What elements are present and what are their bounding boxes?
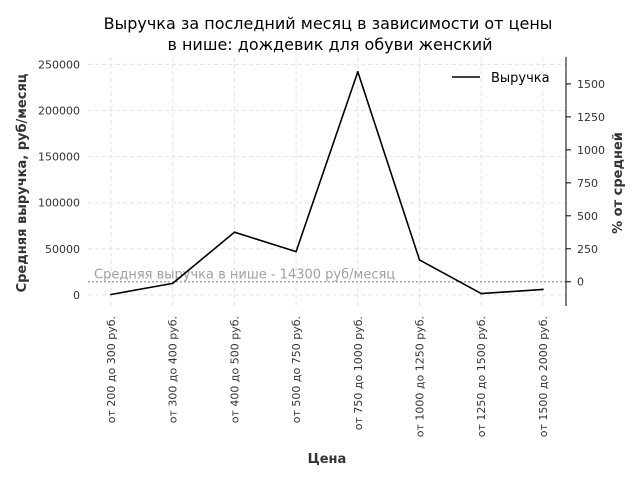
y-tick-label: 0 [73, 289, 80, 302]
y-right-tick-label: 1000 [577, 144, 605, 157]
x-tick-label: от 400 до 500 руб. [228, 316, 241, 423]
y-tick-label: 250000 [38, 58, 80, 71]
y-right-tick-label: 1500 [577, 78, 605, 91]
x-axis-label: Цена [308, 452, 347, 467]
y-right-tick-label: 250 [577, 243, 598, 256]
x-tick-label: от 1500 до 2000 руб. [537, 316, 550, 437]
average-line-group: Средняя выручка в нише - 14300 руб/месяц [88, 268, 566, 283]
y-right-tick-label: 750 [577, 177, 598, 190]
data-point [356, 70, 359, 73]
legend: Выручка [452, 71, 550, 86]
grid [88, 57, 566, 306]
x-tick-label: от 200 до 300 руб. [105, 316, 118, 423]
y-tick-labels: 0 50000 100000 150000 200000 250000 [38, 58, 80, 302]
y-tick-label: 100000 [38, 197, 80, 210]
y-right-tick-label: 0 [577, 276, 584, 289]
y-axis-label: Средняя выручка, руб/месяц [15, 73, 30, 292]
x-tick-label: от 1000 до 1250 руб. [414, 316, 427, 437]
y-tick-label: 200000 [38, 104, 80, 117]
x-tick-label: от 300 до 400 руб. [167, 316, 180, 423]
y-right-tick-label: 1250 [577, 111, 605, 124]
data-point [233, 231, 236, 234]
series-line [110, 71, 543, 296]
y-right-tick-labels: 0 250 500 750 1000 1250 1500 [566, 78, 605, 289]
data-point [171, 282, 174, 285]
legend-label: Выручка [491, 71, 550, 86]
data-point [295, 250, 297, 253]
average-label: Средняя выручка в нише - 14300 руб/месяц [94, 268, 395, 283]
x-tick-label: от 1250 до 1500 руб. [475, 316, 488, 437]
y-tick-label: 150000 [38, 151, 80, 164]
y-tick-label: 50000 [45, 243, 80, 256]
chart-title-line1: Выручка за последний месяц в зависимости… [104, 14, 553, 33]
data-point [480, 292, 483, 295]
chart-title-line2: в нише: дождевик для обуви женский [167, 35, 492, 54]
data-point [418, 258, 421, 261]
x-tick-label: от 500 до 750 руб. [290, 316, 303, 423]
y-right-axis-label: % от средней [611, 132, 626, 234]
data-point [542, 288, 544, 291]
series-layer [110, 70, 544, 296]
y-right-tick-label: 500 [577, 210, 598, 223]
data-point [110, 293, 112, 296]
x-tick-label: от 750 до 1000 руб. [352, 316, 365, 430]
x-tick-labels: от 200 до 300 руб. от 300 до 400 руб. от 4… [105, 316, 550, 437]
